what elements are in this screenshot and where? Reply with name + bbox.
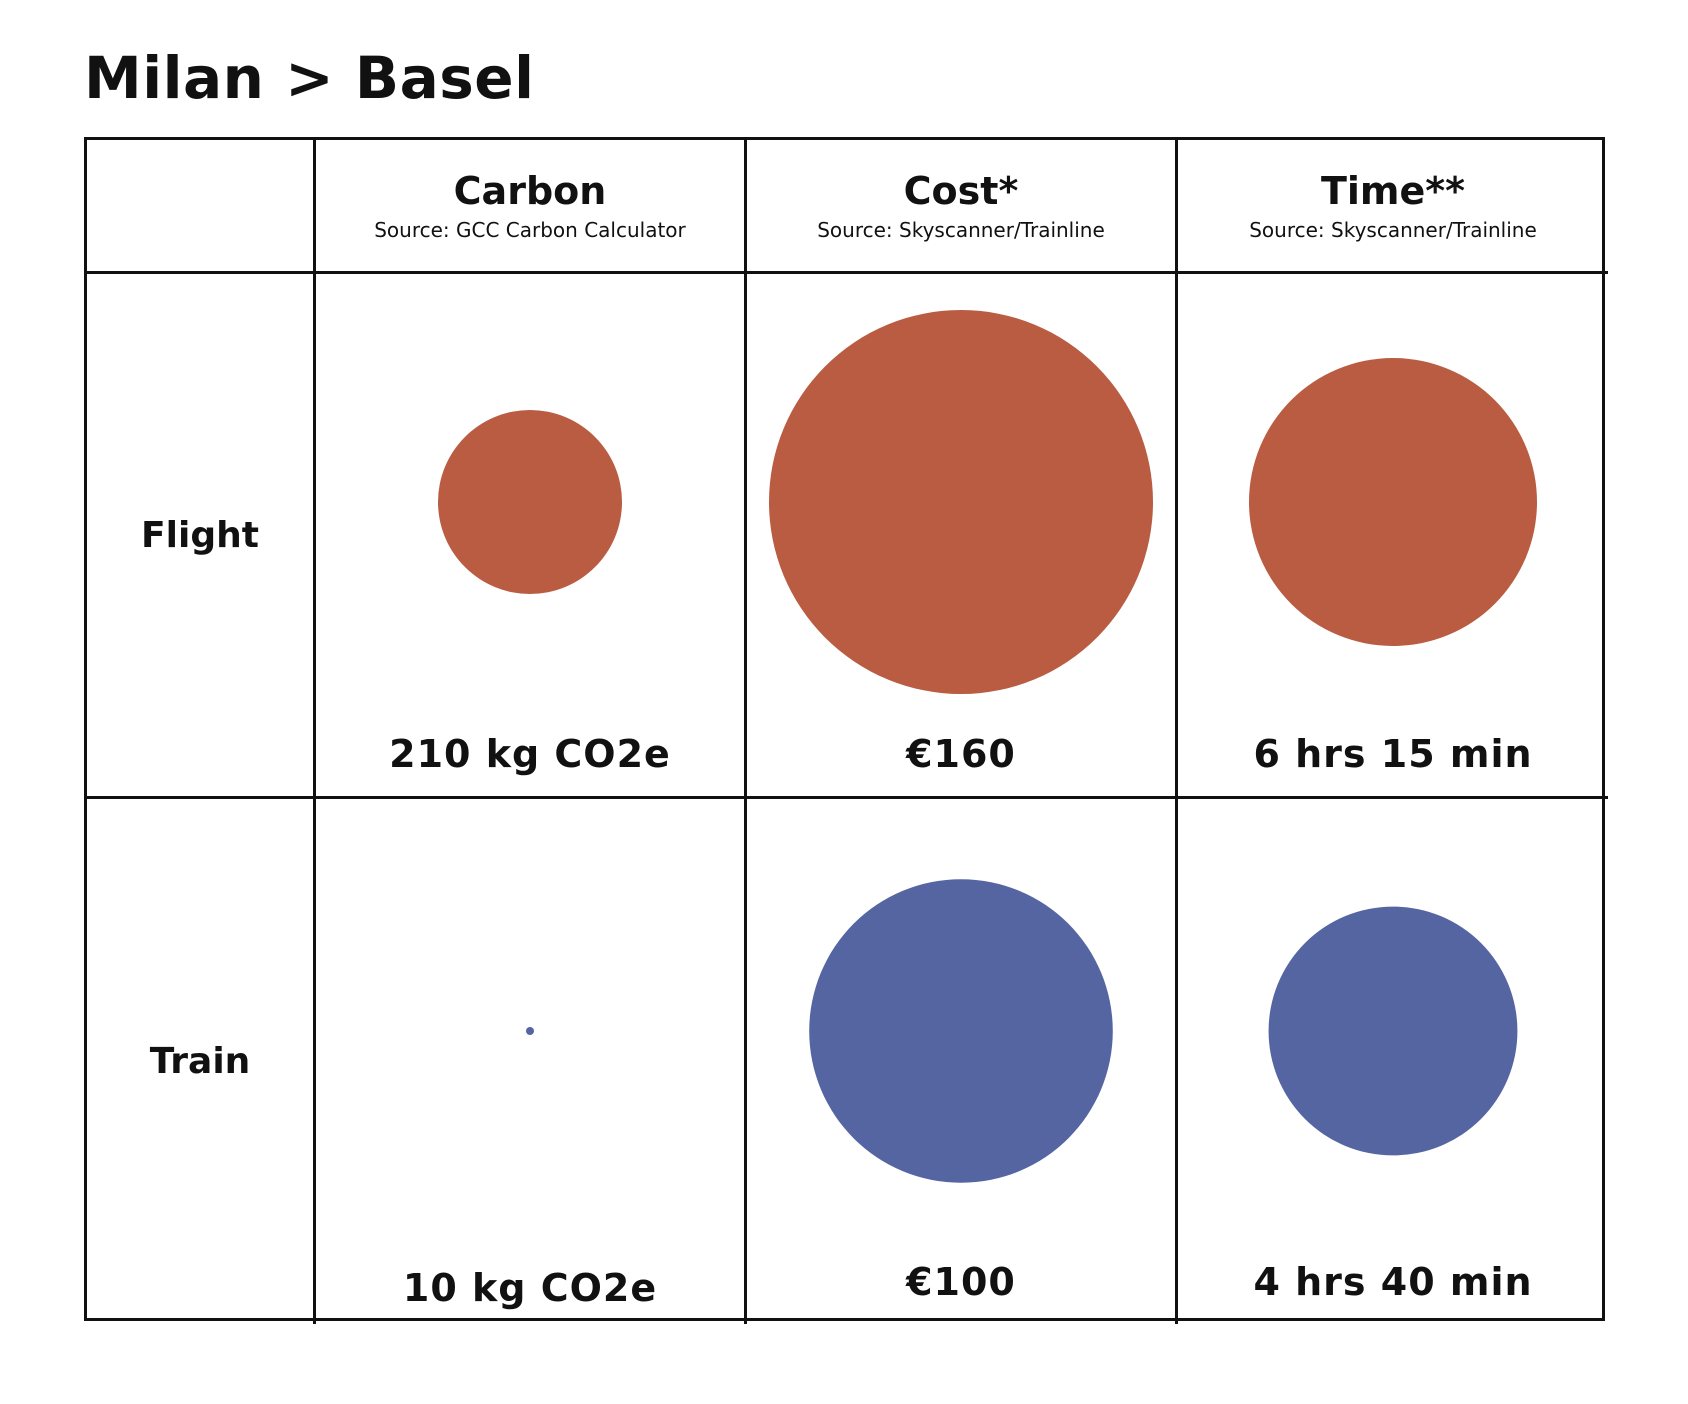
row-label-train: Train [87, 799, 316, 1324]
cell-flight-cost: €160 [747, 274, 1178, 799]
bubble-svg-flight-carbon [438, 410, 622, 594]
cell-train-carbon: 10 kg CO2e [316, 799, 747, 1324]
column-source-time: Source: Skyscanner/Trainline [1249, 217, 1537, 242]
bubble-flight-time [1249, 358, 1537, 646]
bubble-flight-carbon [438, 410, 622, 594]
column-header-carbon: Carbon Source: GCC Carbon Calculator [316, 140, 747, 274]
value-flight-carbon: 210 kg CO2e [389, 732, 671, 776]
column-title-cost: Cost* [903, 168, 1019, 213]
bubble-svg-flight-time [1249, 358, 1537, 646]
corner-cell [87, 140, 316, 274]
column-title-carbon: Carbon [453, 168, 607, 213]
cell-train-cost: €100 [747, 799, 1178, 1324]
value-train-cost: €100 [906, 1260, 1016, 1304]
bubble-flight-cost [769, 310, 1153, 694]
bubble-svg-train-carbon [526, 1027, 534, 1035]
bubble-svg-flight-cost [769, 310, 1153, 694]
column-header-cost: Cost* Source: Skyscanner/Trainline [747, 140, 1178, 274]
row-label-flight: Flight [87, 274, 316, 799]
column-title-time: Time** [1320, 168, 1466, 213]
column-source-cost: Source: Skyscanner/Trainline [817, 217, 1105, 242]
column-source-carbon: Source: GCC Carbon Calculator [374, 217, 686, 242]
comparison-table: Carbon Source: GCC Carbon Calculator Cos… [84, 137, 1608, 1324]
cell-flight-carbon: 210 kg CO2e [316, 274, 747, 799]
cell-train-time: 4 hrs 40 min [1178, 799, 1608, 1324]
bubble-svg-train-time [1268, 906, 1518, 1156]
bubble-train-time [1268, 906, 1518, 1156]
bubble-train-carbon [526, 1027, 534, 1035]
cell-flight-time: 6 hrs 15 min [1178, 274, 1608, 799]
chart-title: Milan > Basel [84, 44, 535, 112]
value-train-carbon: 10 kg CO2e [402, 1266, 658, 1310]
bubble-svg-train-cost [809, 879, 1113, 1183]
value-flight-time: 6 hrs 15 min [1253, 732, 1533, 776]
value-train-time: 4 hrs 40 min [1253, 1260, 1533, 1304]
value-flight-cost: €160 [906, 732, 1016, 776]
bubble-train-cost [809, 879, 1113, 1183]
column-header-time: Time** Source: Skyscanner/Trainline [1178, 140, 1608, 274]
